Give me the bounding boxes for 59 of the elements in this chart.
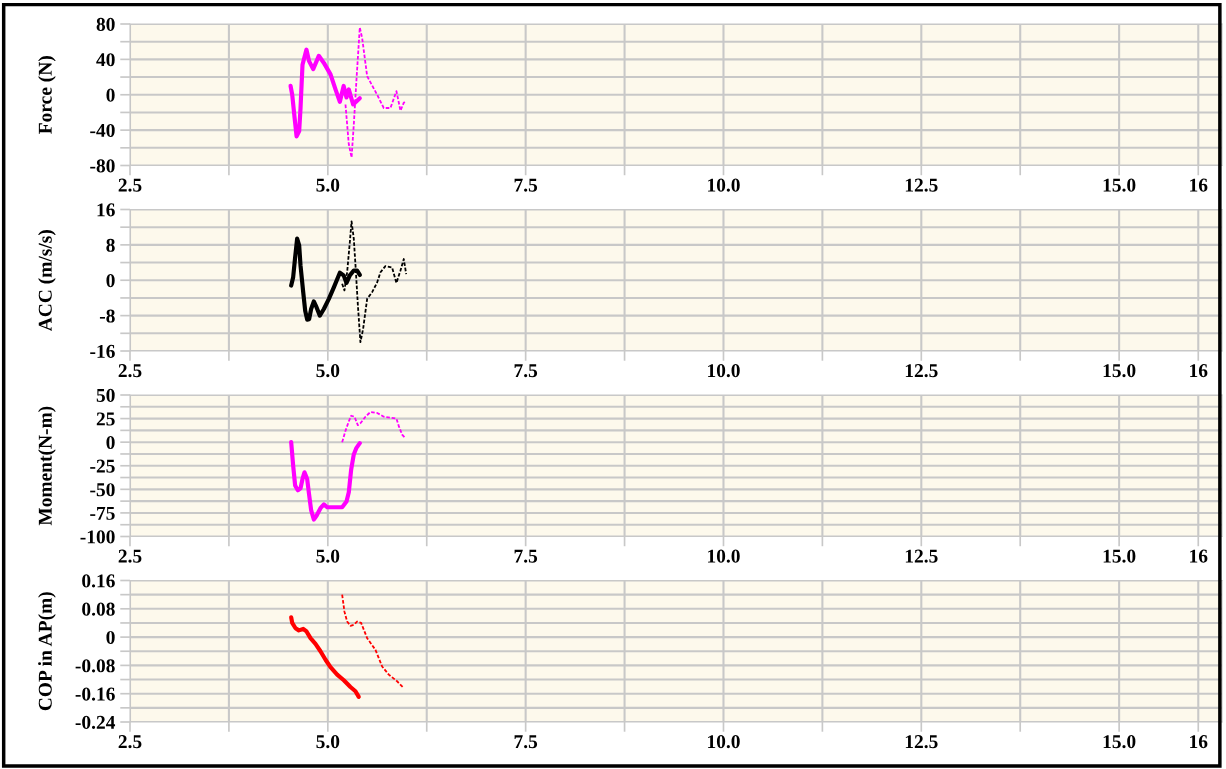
x-tick-label: 12.5 [905, 178, 938, 192]
x-tick-label: 16 [1190, 549, 1208, 563]
x-tick-label: 2.5 [118, 549, 142, 563]
x-tick-label: 12.5 [905, 735, 938, 749]
x-tick-label: 16 [1190, 178, 1208, 192]
line-series [289, 615, 361, 699]
y-tick-label: 0 [106, 274, 115, 288]
y-tick-label: 40 [96, 53, 115, 67]
y-axis-title: ACC (m/s/s) [38, 230, 56, 332]
x-tick-label: 12.5 [905, 364, 938, 378]
x-tick-label: 10.0 [708, 549, 740, 563]
text: 5.0 [316, 364, 340, 378]
y-tick-label: -16 [90, 344, 115, 358]
y-tick-label: 50 [96, 388, 115, 402]
text: 5.0 [316, 549, 340, 563]
line-series [341, 593, 405, 689]
x-tick-label: 15.0 [1103, 364, 1136, 378]
y-tick-label: -0.24 [75, 715, 116, 730]
x-tick-label: 7.5 [514, 178, 538, 192]
x-tick-label: 16 [1190, 735, 1208, 749]
y-tick-label: 80 [96, 17, 115, 31]
y-tick-label: 16 [97, 203, 115, 217]
line-series [289, 440, 362, 522]
x-tick-label: 12.5 [905, 549, 938, 563]
x-tick-label: 15.0 [1103, 735, 1136, 749]
x-tick-label: 15.0 [1103, 178, 1136, 192]
x-tick-label: 7.5 [514, 735, 538, 749]
y-tick-label: -25 [90, 459, 115, 473]
x-tick-label: 10.0 [708, 364, 740, 378]
text: 5.0 [316, 735, 340, 749]
y-tick-label: -8 [99, 309, 115, 323]
y-tick-label: -100 [80, 530, 115, 544]
x-tick-label: 7.5 [514, 549, 538, 563]
y-tick-label: 0 [106, 630, 115, 645]
x-tick-label: 7.5 [514, 364, 538, 378]
y-tick-label: 0.08 [82, 602, 115, 616]
y-axis-title: Moment(N-m) [38, 406, 56, 526]
x-tick-label: 15.0 [1103, 549, 1136, 563]
x-tick-label: 2.5 [118, 735, 142, 749]
y-tick-label: 25 [96, 412, 115, 426]
x-tick-label: 10.0 [708, 735, 740, 749]
x-tick-label: 2.5 [118, 364, 142, 378]
y-tick-label: -80 [90, 159, 115, 173]
y-tick-label: 0 [106, 88, 115, 102]
y-tick-label: 0 [106, 435, 115, 450]
x-tick-label: 10.0 [708, 178, 740, 192]
y-tick-label: -0.16 [75, 687, 115, 701]
y-tick-label: -50 [90, 483, 115, 497]
y-tick-label: -0.08 [75, 659, 115, 673]
y-tick-label: 8 [106, 238, 115, 252]
text: 5.0 [316, 178, 340, 192]
x-tick-label: 16 [1190, 364, 1208, 378]
line-series [341, 411, 407, 444]
y-axis-title: COP in AP(m) [38, 592, 56, 711]
x-tick-label: 2.5 [118, 178, 142, 192]
y-tick-label: -40 [90, 123, 115, 138]
y-tick-label: -75 [90, 506, 115, 520]
y-tick-label: 0.16 [82, 574, 115, 588]
y-axis-title: Force (N) [38, 56, 56, 134]
